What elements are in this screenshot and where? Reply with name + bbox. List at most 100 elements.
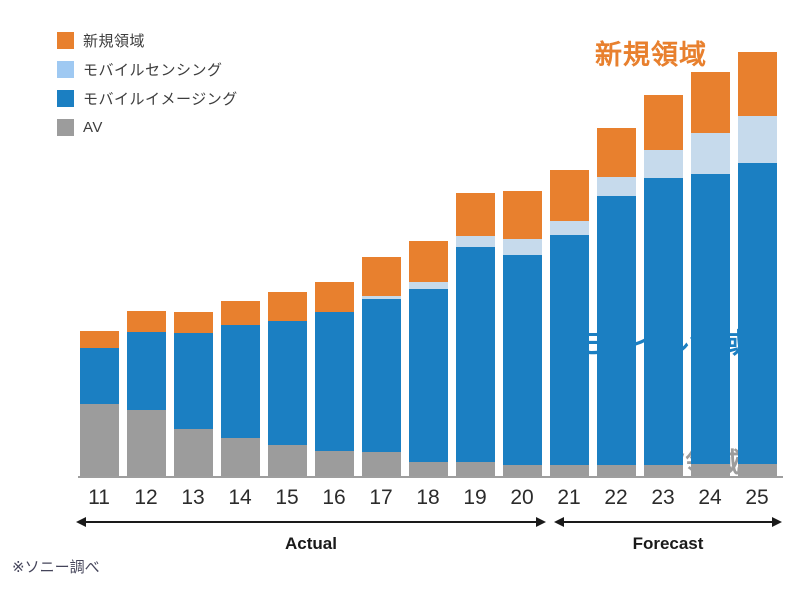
- segment-new-22: [596, 127, 636, 178]
- x-tick-20: 20: [510, 486, 534, 509]
- stacked-bar-20: [502, 190, 542, 476]
- forecast-period-arrow: [554, 517, 782, 527]
- segment-new-14: [220, 300, 260, 326]
- segment-new-19: [455, 192, 495, 236]
- segment-av-15: [267, 444, 307, 476]
- segment-imaging-14: [220, 325, 260, 438]
- arrow-head-right-icon: [536, 517, 546, 527]
- segment-imaging-15: [267, 321, 307, 445]
- legend: 新規領域 モバイルセンシング モバイルイメージング AV: [57, 32, 238, 148]
- stacked-bar-17: [361, 257, 401, 476]
- annotation-new-area: 新規領域: [595, 40, 707, 70]
- segment-av-21: [549, 464, 589, 476]
- stacked-bar-25: [737, 52, 777, 476]
- segment-sensing-23: [643, 149, 683, 178]
- stacked-bar-16: [314, 282, 354, 476]
- segment-new-16: [314, 282, 354, 313]
- segment-sensing-19: [455, 235, 495, 247]
- segment-av-20: [502, 464, 542, 476]
- segment-imaging-23: [643, 177, 683, 465]
- segment-imaging-16: [314, 312, 354, 451]
- x-tick-15: 15: [275, 486, 299, 509]
- segment-sensing-22: [596, 177, 636, 196]
- source-note: ※ソニー調べ: [12, 559, 100, 576]
- segment-imaging-12: [126, 332, 166, 410]
- x-tick-22: 22: [604, 486, 628, 509]
- segment-imaging-21: [549, 235, 589, 465]
- legend-item-mobile-imaging: モバイルイメージング: [57, 90, 238, 108]
- plot-area: [78, 50, 784, 476]
- segment-imaging-25: [737, 162, 777, 465]
- legend-label-av: AV: [83, 119, 103, 136]
- x-tick-11: 11: [88, 486, 110, 509]
- segment-av-18: [408, 461, 448, 476]
- segment-sensing-17: [361, 296, 401, 300]
- x-tick-24: 24: [698, 486, 722, 509]
- arrow-head-right-icon: [772, 517, 782, 527]
- segment-av-14: [220, 437, 260, 476]
- segment-av-11: [79, 403, 119, 476]
- stacked-bar-11: [79, 330, 119, 476]
- x-tick-14: 14: [228, 486, 252, 509]
- segment-imaging-22: [596, 195, 636, 465]
- x-tick-19: 19: [463, 486, 487, 509]
- segment-new-18: [408, 240, 448, 282]
- stacked-bar-15: [267, 292, 307, 476]
- stacked-bar-22: [596, 127, 636, 476]
- legend-item-av: AV: [57, 119, 238, 136]
- legend-item-mobile-sensing: モバイルセンシング: [57, 61, 238, 79]
- stacked-bar-23: [643, 95, 683, 476]
- segment-imaging-17: [361, 299, 401, 452]
- x-tick-21: 21: [557, 486, 581, 509]
- segment-new-24: [690, 72, 730, 134]
- segment-sensing-20: [502, 238, 542, 256]
- segment-sensing-25: [737, 116, 777, 163]
- x-tick-16: 16: [322, 486, 346, 509]
- segment-new-23: [643, 95, 683, 150]
- stacked-bar-13: [173, 311, 213, 476]
- x-tick-17: 17: [369, 486, 393, 509]
- segment-av-16: [314, 450, 354, 476]
- x-tick-25: 25: [745, 486, 769, 509]
- legend-label-mobile-imaging: モバイルイメージング: [83, 91, 238, 108]
- segment-sensing-18: [408, 281, 448, 290]
- segment-av-12: [126, 409, 166, 476]
- stacked-bar-18: [408, 240, 448, 476]
- segment-av-19: [455, 461, 495, 476]
- x-axis-labels: 11 12 13 14 15 16 17 18 19 20 21 22 23 24 25: [0, 486, 800, 512]
- stacked-bar-14: [220, 300, 260, 476]
- segment-imaging-18: [408, 289, 448, 462]
- legend-swatch-mobile-sensing: [57, 61, 74, 78]
- x-axis-line: [78, 476, 783, 478]
- stacked-bar-19: [455, 192, 495, 476]
- legend-swatch-av: [57, 119, 74, 136]
- segment-new-17: [361, 257, 401, 297]
- segment-imaging-20: [502, 255, 542, 465]
- stacked-bar-24: [690, 72, 730, 476]
- x-tick-13: 13: [181, 486, 205, 509]
- segment-new-11: [79, 330, 119, 348]
- x-tick-18: 18: [416, 486, 440, 509]
- segment-av-22: [596, 464, 636, 476]
- segment-new-25: [737, 52, 777, 117]
- segment-av-23: [643, 464, 683, 476]
- legend-label-new-area: 新規領域: [83, 33, 146, 50]
- segment-av-17: [361, 451, 401, 476]
- forecast-label: Forecast: [632, 534, 704, 553]
- segment-imaging-13: [173, 333, 213, 429]
- segment-sensing-24: [690, 133, 730, 174]
- segment-new-15: [267, 292, 307, 322]
- segment-imaging-11: [79, 347, 119, 404]
- x-tick-12: 12: [134, 486, 158, 509]
- segment-imaging-24: [690, 173, 730, 465]
- actual-label: Actual: [285, 534, 337, 553]
- actual-period-arrow: [76, 517, 546, 527]
- legend-swatch-new-area: [57, 32, 74, 49]
- segment-av-13: [173, 428, 213, 476]
- segment-new-20: [502, 190, 542, 239]
- segment-new-12: [126, 311, 166, 333]
- segment-new-13: [173, 311, 213, 334]
- legend-swatch-mobile-imaging: [57, 90, 74, 107]
- legend-item-new-area: 新規領域: [57, 32, 238, 50]
